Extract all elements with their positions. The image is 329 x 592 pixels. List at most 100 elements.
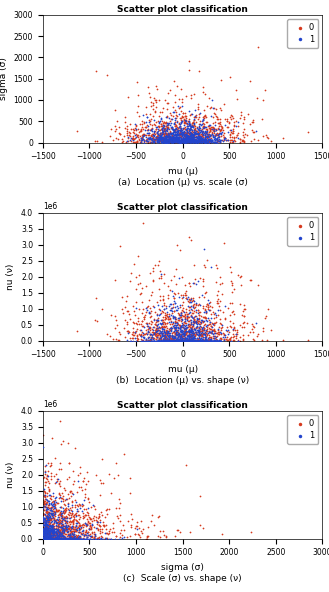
1 xyxy=(183,324,189,333)
0 xyxy=(145,137,150,147)
0 xyxy=(131,327,136,337)
0 xyxy=(181,322,186,332)
0 xyxy=(78,534,83,543)
1 xyxy=(139,331,144,340)
1 xyxy=(206,295,211,304)
0 xyxy=(60,523,65,533)
0 xyxy=(186,127,191,136)
0 xyxy=(134,107,139,117)
1 xyxy=(169,133,175,142)
1 xyxy=(197,138,202,147)
0 xyxy=(218,324,223,333)
0 xyxy=(146,115,151,125)
0 xyxy=(234,329,240,339)
0 xyxy=(130,301,136,310)
0 xyxy=(44,504,49,514)
1 xyxy=(168,336,173,345)
0 xyxy=(46,533,51,543)
1 xyxy=(184,333,189,343)
1 xyxy=(44,534,49,543)
1 xyxy=(146,308,151,318)
0 xyxy=(175,330,180,339)
0 xyxy=(160,103,165,112)
1 xyxy=(200,131,206,140)
1 xyxy=(211,131,216,140)
1 xyxy=(217,128,223,137)
1 xyxy=(43,532,48,542)
1 xyxy=(41,534,46,543)
0 xyxy=(231,136,236,145)
1 xyxy=(189,326,194,335)
1 xyxy=(126,329,131,338)
0 xyxy=(203,135,208,144)
1 xyxy=(46,504,51,514)
0 xyxy=(140,321,146,330)
X-axis label: mu (μ): mu (μ) xyxy=(167,365,198,374)
1 xyxy=(170,336,175,345)
0 xyxy=(51,515,57,525)
0 xyxy=(42,492,47,501)
0 xyxy=(202,127,208,137)
0 xyxy=(55,527,60,537)
0 xyxy=(108,125,114,134)
1 xyxy=(160,332,165,341)
0 xyxy=(190,133,195,142)
0 xyxy=(56,493,61,503)
0 xyxy=(266,304,271,314)
1 xyxy=(159,336,164,345)
1 xyxy=(159,336,164,345)
1 xyxy=(45,525,51,534)
0 xyxy=(225,336,230,345)
0 xyxy=(201,136,206,146)
1 xyxy=(84,534,89,543)
1 xyxy=(194,330,200,339)
1 xyxy=(70,534,76,543)
0 xyxy=(67,519,72,529)
1 xyxy=(189,333,194,343)
1 xyxy=(186,336,191,345)
1 xyxy=(49,526,54,535)
0 xyxy=(165,334,171,344)
1 xyxy=(50,534,55,543)
0 xyxy=(231,126,236,136)
0 xyxy=(228,127,233,136)
1 xyxy=(191,336,197,345)
0 xyxy=(65,524,70,533)
1 xyxy=(52,534,58,543)
0 xyxy=(79,528,84,538)
0 xyxy=(50,534,56,543)
1 xyxy=(88,534,93,543)
1 xyxy=(165,336,171,345)
1 xyxy=(47,532,53,542)
1 xyxy=(179,102,184,111)
0 xyxy=(193,311,199,320)
1 xyxy=(47,534,53,543)
1 xyxy=(189,137,194,146)
1 xyxy=(173,132,178,141)
0 xyxy=(82,518,87,527)
0 xyxy=(66,522,72,531)
0 xyxy=(162,134,167,143)
1 xyxy=(189,327,194,337)
1 xyxy=(194,123,199,133)
1 xyxy=(55,533,60,543)
0 xyxy=(54,527,59,536)
1 xyxy=(168,132,173,141)
0 xyxy=(213,312,218,321)
1 xyxy=(222,331,228,340)
0 xyxy=(181,330,186,340)
1 xyxy=(183,129,189,139)
0 xyxy=(200,325,205,334)
0 xyxy=(122,112,127,122)
0 xyxy=(140,331,145,340)
1 xyxy=(188,137,193,147)
0 xyxy=(199,329,204,339)
0 xyxy=(66,531,72,540)
1 xyxy=(194,137,199,146)
1 xyxy=(182,134,188,143)
1 xyxy=(150,131,156,140)
0 xyxy=(46,517,51,527)
0 xyxy=(167,325,172,334)
1 xyxy=(201,136,207,145)
0 xyxy=(234,85,239,95)
